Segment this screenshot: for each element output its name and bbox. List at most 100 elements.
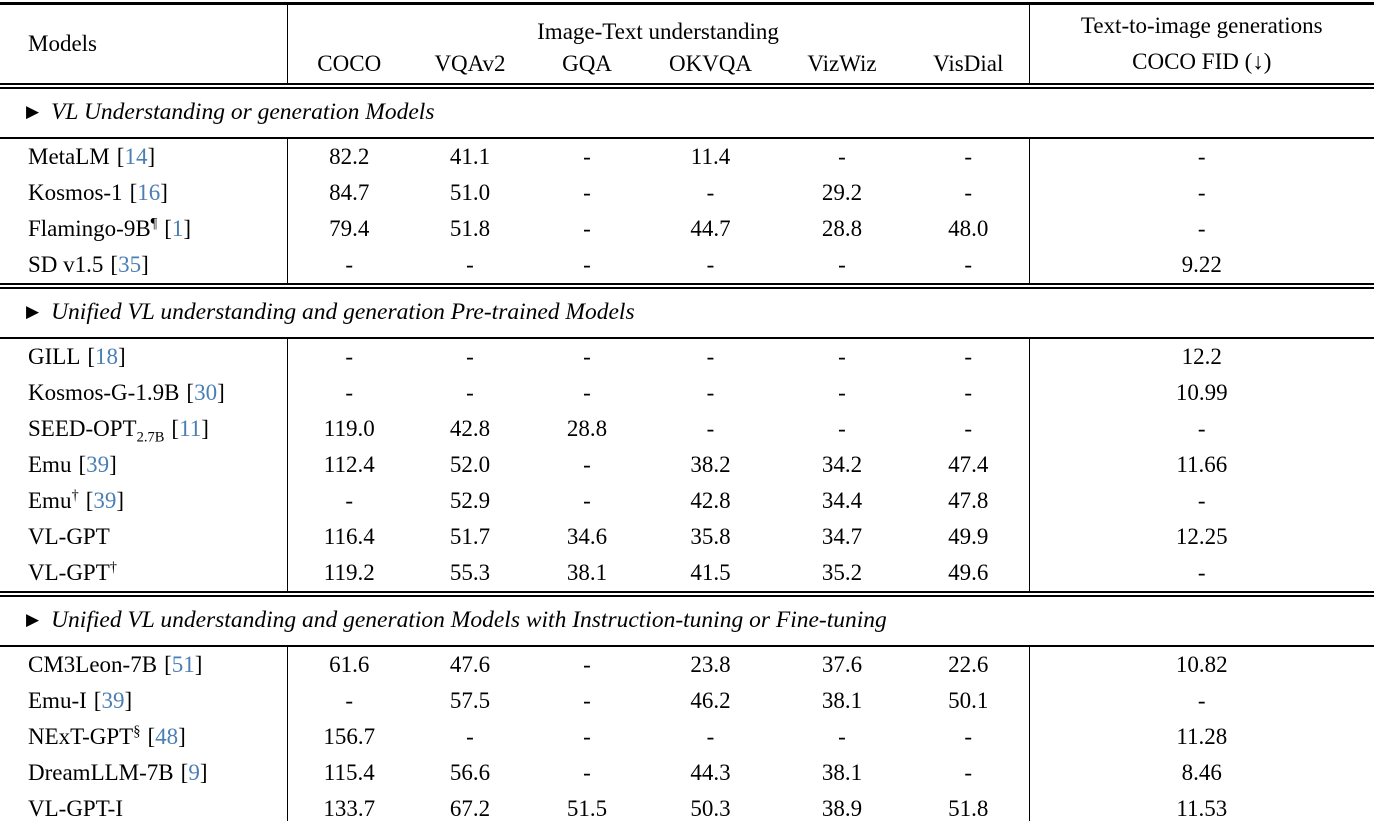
citation-link[interactable]: 51 bbox=[171, 651, 195, 677]
value-cell: 115.4 bbox=[323, 759, 375, 785]
citation: [11] bbox=[171, 415, 209, 441]
value-cell: 22.6 bbox=[908, 646, 1030, 683]
citation: [1] bbox=[164, 215, 192, 241]
citation-link[interactable]: 14 bbox=[124, 143, 148, 169]
value-cell: 34.4 bbox=[821, 487, 863, 513]
citation-link[interactable]: 30 bbox=[194, 379, 218, 405]
citation: [39] bbox=[85, 487, 125, 513]
column-header-vqav2: VQAv2 bbox=[434, 51, 506, 77]
value-cell: - bbox=[706, 179, 715, 205]
value-cell: - bbox=[466, 379, 474, 405]
value-cell: - bbox=[583, 251, 591, 277]
value-cell: 44.7 bbox=[690, 215, 731, 241]
value-cell: - bbox=[583, 215, 591, 241]
table-row: MetaLM [14] 82.2 41.1 - 11.4 - - - bbox=[0, 138, 1374, 175]
model-name: Kosmos-1 bbox=[28, 179, 123, 205]
table-section: ▶ Unified VL understanding and generation… bbox=[0, 286, 1374, 594]
table-row: Kosmos-1 [16] 84.7 51.0 - - 29.2 - - bbox=[0, 175, 1374, 211]
fid-header-line2: COCO FID (↓) bbox=[1132, 49, 1272, 74]
value-cell: 82.2 bbox=[329, 143, 370, 169]
citation-link[interactable]: 9 bbox=[188, 759, 200, 785]
section-title-cell: ▶ Unified VL understanding and generation… bbox=[0, 594, 1374, 646]
fid-cell: 11.28 bbox=[1176, 723, 1228, 749]
fid-cell: 10.99 bbox=[1175, 379, 1228, 405]
fid-cell: - bbox=[1197, 687, 1206, 713]
value-cell: - bbox=[838, 723, 846, 749]
model-name: NExT-GPT bbox=[28, 723, 134, 749]
table-header: Models Image-Text understanding Text-to-… bbox=[0, 3, 1374, 86]
value-cell: 48.0 bbox=[908, 211, 1030, 247]
table-row: DreamLLM-7B [9] 115.4 56.6 - 44.3 38.1 - 8.46 bbox=[0, 755, 1374, 791]
model-name: DreamLLM-7B bbox=[28, 759, 174, 785]
right-triangle-icon: ▶ bbox=[26, 102, 40, 122]
model-name: SEED-OPT bbox=[28, 415, 137, 441]
citation-link[interactable]: 39 bbox=[101, 687, 125, 713]
table-row: VL-GPT† 119.2 55.3 38.1 41.5 35.2 49.6 - bbox=[0, 555, 1374, 594]
citation-link[interactable]: 1 bbox=[171, 215, 184, 241]
table-section: ▶ VL Understanding or generation Models Me… bbox=[0, 86, 1374, 286]
value-cell: 42.8 bbox=[690, 487, 731, 513]
value-cell: 52.9 bbox=[449, 487, 491, 513]
table-row: Kosmos-G-1.9B [30] - - - - - - 10.99 bbox=[0, 375, 1374, 411]
citation-link[interactable]: 18 bbox=[95, 343, 119, 369]
value-cell: 56.6 bbox=[449, 759, 491, 785]
fid-cell: 11.66 bbox=[1176, 451, 1228, 477]
value-cell: 47.8 bbox=[908, 483, 1030, 519]
value-cell: - bbox=[908, 175, 1030, 211]
value-cell: 28.8 bbox=[566, 415, 608, 441]
value-cell: - bbox=[345, 251, 354, 277]
model-cell: Emu† [39] bbox=[0, 483, 288, 519]
table-row: NExT-GPT§ [48] 156.7 - - - - - 11.28 bbox=[0, 719, 1374, 755]
model-name: GILL bbox=[28, 343, 81, 369]
model-name: Emu bbox=[28, 487, 72, 513]
citation-link[interactable]: 39 bbox=[93, 487, 117, 513]
table-row: Emu-I [39] - 57.5 - 46.2 38.1 50.1 - bbox=[0, 683, 1374, 719]
citation: [39] bbox=[93, 687, 133, 713]
value-cell: - bbox=[466, 343, 474, 369]
model-name: SD v1.5 bbox=[28, 251, 104, 277]
value-cell: 84.7 bbox=[329, 179, 370, 205]
model-cell: SEED-OPT2.7B [11] bbox=[0, 411, 288, 447]
citation-link[interactable]: 35 bbox=[118, 251, 142, 277]
model-cell: VL-GPT† bbox=[0, 555, 288, 594]
value-cell: 51.8 bbox=[908, 791, 1030, 821]
citation: [39] bbox=[78, 451, 117, 477]
value-cell: 38.1 bbox=[821, 687, 863, 713]
model-cell: DreamLLM-7B [9] bbox=[0, 755, 288, 791]
value-cell: 119.2 bbox=[323, 559, 375, 585]
model-name: Emu-I bbox=[28, 687, 87, 713]
section-title: Unified VL understanding and generation … bbox=[51, 607, 887, 634]
model-cell: VL-GPT-I bbox=[0, 791, 288, 821]
citation-link[interactable]: 16 bbox=[137, 179, 161, 205]
value-cell: 34.7 bbox=[821, 523, 863, 549]
value-cell: - bbox=[345, 379, 354, 405]
model-cell: SD v1.5 [35] bbox=[0, 247, 288, 286]
value-cell: - bbox=[345, 687, 354, 713]
column-header-okvqa: OKVQA bbox=[668, 51, 753, 77]
value-cell: 112.4 bbox=[323, 451, 375, 477]
table-row: Emu [39] 112.4 52.0 - 38.2 34.2 47.4 11.66 bbox=[0, 447, 1374, 483]
model-cell: MetaLM [14] bbox=[0, 138, 288, 175]
value-cell: 46.2 bbox=[690, 687, 731, 713]
citation: [9] bbox=[180, 759, 208, 785]
value-cell: - bbox=[583, 651, 591, 677]
model-superscript: ¶ bbox=[150, 215, 158, 232]
value-cell: - bbox=[345, 487, 354, 513]
value-cell: - bbox=[838, 415, 846, 441]
citation-link[interactable]: 11 bbox=[179, 415, 202, 441]
section-header-row: ▶ Unified VL understanding and generation… bbox=[0, 594, 1374, 646]
citation-link[interactable]: 39 bbox=[86, 451, 110, 477]
model-cell: GILL [18] bbox=[0, 338, 288, 375]
fid-cell: - bbox=[1197, 559, 1206, 585]
section-header-row: ▶ Unified VL understanding and generation… bbox=[0, 286, 1374, 338]
value-cell: 55.3 bbox=[449, 559, 491, 585]
citation-link[interactable]: 48 bbox=[155, 723, 179, 749]
value-cell: 41.1 bbox=[449, 143, 491, 169]
value-cell: 51.8 bbox=[449, 215, 491, 241]
section-title: VL Understanding or generation Models bbox=[51, 99, 435, 126]
table-row: Flamingo-9B¶ [1] 79.4 51.8 - 44.7 28.8 48.0 - bbox=[0, 211, 1374, 247]
value-cell: 38.2 bbox=[690, 451, 731, 477]
model-cell: Kosmos-G-1.9B [30] bbox=[0, 375, 288, 411]
value-cell: 38.1 bbox=[821, 759, 863, 785]
model-name: VL-GPT-I bbox=[28, 795, 123, 821]
